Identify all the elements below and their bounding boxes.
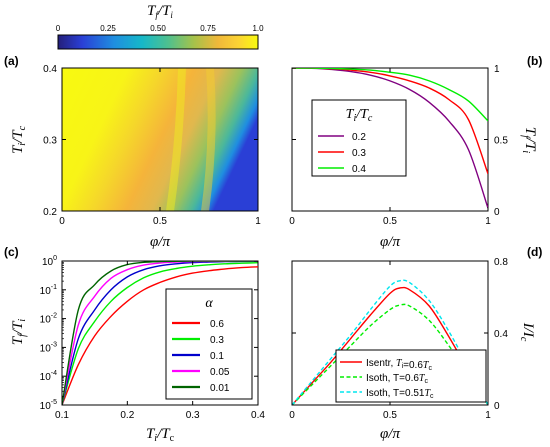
y-tick-label: 10-4 xyxy=(40,370,57,383)
xlabel-c: Ti/Tc xyxy=(146,426,175,444)
x-tick-label: 0.5 xyxy=(383,410,397,421)
y-tick-label: 0.4 xyxy=(43,64,57,75)
y-tick-label: 10-5 xyxy=(40,399,57,412)
y-tick-label: 1 xyxy=(494,64,500,75)
legend-label: 0.2 xyxy=(352,132,366,143)
y-tick-label: 0.8 xyxy=(494,257,508,268)
axis-ticks-c: 0.1 0.2 0.3 0.4 10-5 10-4 10-3 10-2 10-1 100 xyxy=(40,255,266,421)
axis-ticks-b: 0 0.5 100.51 xyxy=(289,64,508,227)
legend-label: Isoth, T=0.6Tc xyxy=(366,373,428,385)
y-tick-label: 0.3 xyxy=(43,136,57,147)
colorbar-title: Tf/Ti xyxy=(147,3,173,20)
axis-ticks-d: 0 0.5 100.40.8 xyxy=(289,257,508,421)
ylabel-d: I/Ic xyxy=(518,322,536,342)
x-tick-label: 0.2 xyxy=(120,410,134,421)
colorbar-tick-label: 0.50 xyxy=(150,24,166,33)
panel-label-c: (c) xyxy=(4,245,19,259)
xlabel-d: φ/π xyxy=(380,426,400,442)
x-tick-label: 0 xyxy=(59,216,65,227)
series-line-d-0 xyxy=(292,286,488,405)
x-tick-label: 0 xyxy=(289,216,295,227)
y-tick-label: 10-2 xyxy=(40,313,57,326)
series-lines-d xyxy=(292,279,488,405)
y-tick-label: 0.2 xyxy=(43,207,57,218)
y-tick-label: 100 xyxy=(42,255,57,268)
series-line-d-1 xyxy=(292,303,488,405)
colorbar-ticks: 0 0.25 0.50 0.75 1.0 xyxy=(56,24,264,33)
x-tick-label: 0.3 xyxy=(186,410,200,421)
x-tick-label: 1 xyxy=(485,410,491,421)
legend-c: α 0.6 0.3 0.1 0.05 0.01 xyxy=(165,288,253,400)
colorbar-tick-label: 0 xyxy=(56,24,61,33)
xlabel-b: φ/π xyxy=(380,234,400,250)
panel-label-b: (b) xyxy=(527,54,542,68)
ylabel-b: Tf/Ti xyxy=(520,127,538,154)
panel-c: (c) 0.1 0.2 0.3 0.410-510-410-310-210-1100 … xyxy=(4,245,265,444)
panel-label-a: (a) xyxy=(4,54,19,68)
x-tick-label: 1 xyxy=(255,216,261,227)
y-tick-label: 0.5 xyxy=(494,136,508,147)
ylabel-a: Ti/Tc xyxy=(10,125,28,154)
legend-label: 0.01 xyxy=(210,383,230,394)
legend-label: 0.3 xyxy=(352,148,366,159)
axis-ticks-a: 0 0.5 1 0.2 0.3 0.4 xyxy=(43,64,261,227)
panel-a: (a) 0 0.5 1 0.2 0.3 0.4 φ/π Ti/Tc xyxy=(4,54,261,250)
ylabel-c: Tf/Ti xyxy=(10,319,28,346)
series-lines-b xyxy=(292,68,488,209)
legend-title-c: α xyxy=(205,296,213,311)
colorbar-tick-label: 0.25 xyxy=(100,24,116,33)
xlabel-a: φ/π xyxy=(150,234,170,250)
x-tick-label: 1 xyxy=(485,216,491,227)
colorbar: Tf/Ti 0 0.25 0.50 0.75 1.0 xyxy=(56,3,264,50)
panel-d: (d) 0 0.5 100.40.8 φ/π I/Ic Isentr, Ti=0.6… xyxy=(289,245,542,442)
y-tick-label: 10-1 xyxy=(40,284,57,297)
y-tick-label: 0 xyxy=(494,401,500,412)
legend-label: Isentr, Ti=0.6Tc xyxy=(366,358,432,372)
legend-b: Ti/Tc 0.2 0.3 0.4 xyxy=(311,99,407,177)
legend-title-b: Ti/Tc xyxy=(346,107,373,124)
series-lines-c xyxy=(62,261,258,405)
x-tick-label: 0.5 xyxy=(153,216,167,227)
heatmap-image xyxy=(62,68,258,211)
series-line-b-2 xyxy=(292,68,488,122)
x-tick-label: 0.5 xyxy=(383,216,397,227)
legend-label: 0.4 xyxy=(352,164,366,175)
legend-label: 0.3 xyxy=(210,335,224,346)
y-tick-label: 10-3 xyxy=(40,341,57,354)
colorbar-gradient xyxy=(57,34,259,50)
series-line-d-2 xyxy=(292,279,488,405)
panel-label-d: (d) xyxy=(527,245,542,259)
panel-b: (b) 0 0.5 100.51 φ/π Tf/Ti Ti/Tc 0.20.30.4 xyxy=(289,54,542,250)
series-line-c-4 xyxy=(62,261,258,405)
series-line-c-1 xyxy=(62,262,258,405)
heatmap-contours xyxy=(166,68,216,211)
y-tick-label: 0.4 xyxy=(494,329,508,340)
series-line-c-0 xyxy=(62,266,258,405)
x-tick-label: 0 xyxy=(289,410,295,421)
colorbar-tick-label: 1.0 xyxy=(252,24,264,33)
legend-label: 0.1 xyxy=(210,351,224,362)
legend-label: 0.05 xyxy=(210,367,230,378)
legend-label: Isoth, T=0.51Tc xyxy=(366,388,434,400)
x-tick-label: 0.1 xyxy=(55,410,69,421)
y-tick-label: 0 xyxy=(494,207,500,218)
legend-label: 0.6 xyxy=(210,319,224,330)
x-tick-label: 0.4 xyxy=(251,410,265,421)
colorbar-tick-label: 0.75 xyxy=(200,24,216,33)
